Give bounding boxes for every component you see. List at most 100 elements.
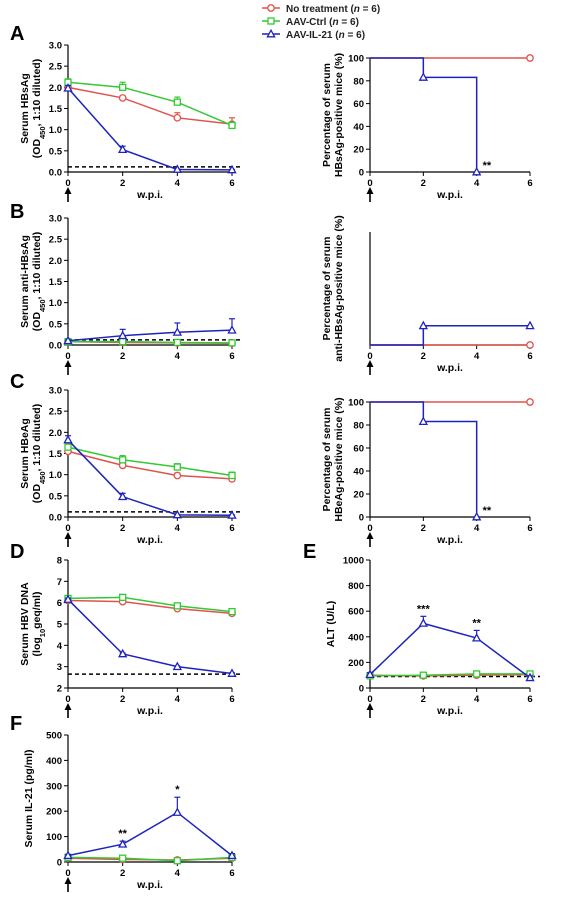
label-part: (OD — [31, 312, 43, 332]
series-aav-il-21 — [370, 401, 482, 521]
data-point — [365, 669, 375, 679]
x-axis-label: w.p.i. — [436, 534, 463, 546]
x-tick-label: 2 — [421, 351, 426, 362]
legend-n-value: = 6) — [345, 30, 365, 41]
x-tick-label: 0 — [65, 178, 70, 189]
legend-marker-circle — [267, 4, 275, 12]
data-point — [473, 670, 481, 678]
y-tick-label: 0 — [359, 684, 364, 695]
y-axis-label: (log10geq/ml) — [31, 592, 47, 657]
data-point — [117, 144, 128, 154]
y-tick-label: 0.5 — [49, 491, 63, 502]
data-point — [418, 416, 429, 426]
data-point — [117, 491, 128, 501]
series-line — [67, 856, 233, 862]
y-axis-label: Serum HBsAg — [19, 73, 31, 144]
data-point — [119, 593, 127, 601]
x-axis-label: w.p.i. — [436, 362, 463, 374]
label-part: (OD — [31, 484, 43, 504]
dose-arrow-head — [64, 187, 72, 194]
x-tick-label: 0 — [65, 868, 70, 879]
data-point — [471, 632, 482, 642]
x-tick-label: 0 — [367, 694, 372, 705]
data-point — [119, 83, 127, 91]
y-axis-label: (OD450, 1:10 diluted) — [31, 59, 47, 158]
data-point — [227, 668, 237, 677]
data-point — [173, 113, 182, 122]
significance-annotation: ** — [483, 160, 492, 172]
y-tick-label: 200 — [46, 807, 62, 818]
legend-n-value: = 6) — [360, 4, 380, 15]
x-tick-label: 0 — [65, 351, 70, 362]
data-point — [471, 511, 482, 521]
label-part: geq/ml) — [31, 592, 43, 629]
x-tick-label: 6 — [229, 523, 234, 534]
chart-panel-c-right: 0 20 40 60 80 100 0 2 4 6 w.p.i. Percentage of seru… — [321, 397, 534, 547]
data-point — [526, 54, 534, 62]
chart-panel-f: 0 100 200 300 400 500 0 2 4 6 w.p.i. Serum IL-21 (p… — [23, 731, 237, 892]
dose-arrow-head — [64, 877, 72, 884]
y-tick-label: 1000 — [343, 556, 364, 567]
x-tick-label: 6 — [527, 694, 532, 705]
dose-arrow-head — [64, 703, 72, 710]
x-tick-label: 0 — [65, 694, 70, 705]
y-tick-label: 0.0 — [49, 341, 62, 352]
chart-panel-a: 0.0 0.5 1.0 1.5 2.0 2.5 3.0 0 2 4 6 w.p.i. Serum HBs… — [19, 41, 242, 202]
x-tick-label: 2 — [120, 178, 125, 189]
legend-n-value: = 6) — [339, 17, 359, 28]
x-tick-label: 4 — [175, 351, 181, 362]
y-tick-label: 2 — [57, 684, 62, 695]
legend-name: AAV-IL-21 — [286, 30, 335, 41]
data-point — [63, 83, 73, 92]
legend-name: AAV-Ctrl — [286, 17, 329, 28]
y-tick-label: 3.0 — [49, 41, 62, 52]
dose-arrow-head — [366, 703, 374, 710]
x-tick-label: 6 — [527, 351, 532, 362]
x-tick-label: 6 — [229, 868, 234, 879]
series-line — [67, 811, 233, 857]
x-tick-label: 6 — [229, 351, 234, 362]
series-line — [67, 446, 233, 477]
y-tick-label: 500 — [46, 731, 62, 742]
data-point — [119, 854, 127, 862]
series-line — [67, 439, 233, 517]
series-step-line — [370, 325, 530, 346]
series-aav-il-21 — [63, 318, 237, 345]
chart-panel-c: 0.0 0.5 1.0 1.5 2.0 2.5 3.0 0 2 4 6 w.p.i. Serum HBe… — [19, 386, 242, 547]
y-tick-label: 600 — [348, 607, 364, 618]
series-no-treatment — [64, 83, 236, 129]
data-point — [119, 456, 127, 464]
y-tick-label: 8 — [57, 556, 62, 567]
y-tick-label: 40 — [353, 467, 364, 478]
series-aav-il-21 — [63, 434, 237, 519]
y-axis-label: HBsAg-positive mice (%) — [333, 53, 345, 177]
data-point — [228, 607, 236, 616]
y-axis-label: Percentage of serum — [321, 408, 333, 512]
series-line — [369, 622, 531, 679]
data-point — [173, 471, 182, 480]
x-tick-label: 2 — [120, 351, 125, 362]
data-point — [227, 325, 237, 334]
data-point — [227, 850, 237, 860]
y-tick-label: 0 — [359, 513, 364, 524]
series-aav-il-21 — [63, 796, 237, 860]
legend: No treatment (n = 6)AAV-Ctrl (n = 6)AAV-… — [262, 4, 380, 41]
data-point — [173, 857, 181, 865]
x-tick-label: 4 — [175, 178, 181, 189]
x-tick-label: 6 — [229, 694, 234, 705]
significance-annotation: ** — [118, 828, 127, 840]
data-point — [63, 594, 73, 603]
data-point — [117, 839, 128, 848]
series-line — [67, 450, 233, 480]
x-axis-label: w.p.i. — [136, 189, 163, 201]
label-part: , 1:10 diluted) — [31, 232, 43, 300]
data-point — [525, 320, 535, 330]
label-part: , 1:10 diluted) — [31, 59, 43, 127]
y-tick-label: 80 — [353, 76, 364, 87]
legend-label: No treatment (n = 6) — [286, 4, 380, 15]
legend-n-symbol: n — [354, 4, 360, 15]
y-tick-label: 40 — [353, 122, 364, 133]
chart-panel-a-right: 0 20 40 60 80 100 0 2 4 6 w.p.i. Percentage of seru… — [321, 53, 534, 202]
